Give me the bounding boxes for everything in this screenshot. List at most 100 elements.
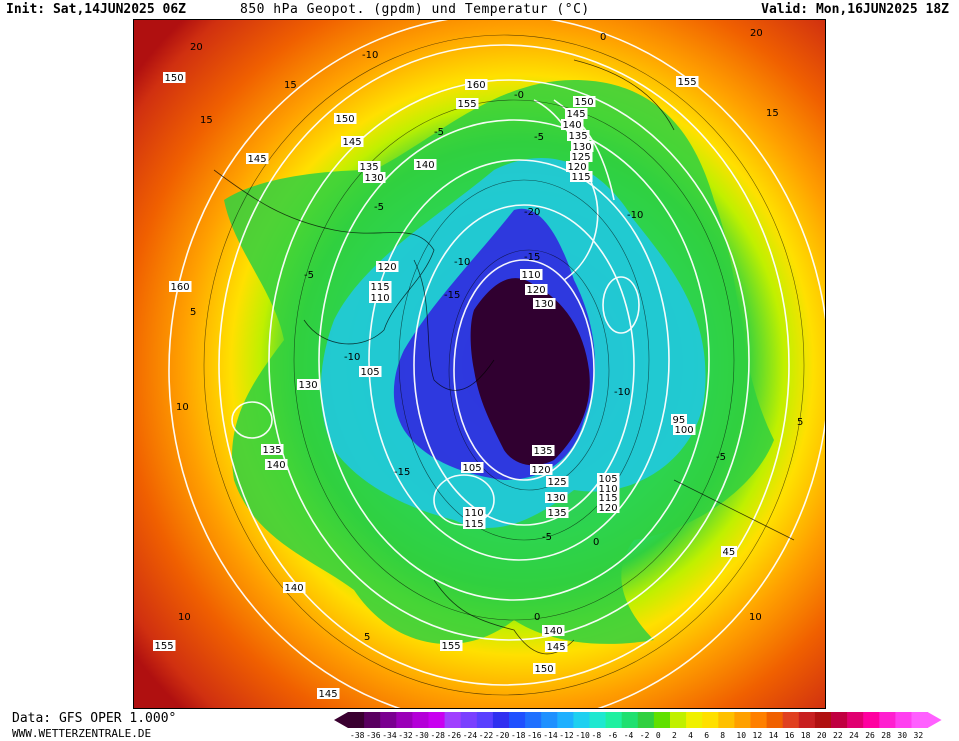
- color-scale-swatch: [380, 712, 397, 728]
- height-label-box: [153, 640, 176, 651]
- data-source: Data: GFS OPER 1.000°: [12, 711, 177, 726]
- height-label: 95: [671, 414, 687, 426]
- temperature-label: -5: [534, 132, 544, 143]
- height-label-box: [530, 464, 553, 475]
- color-scale-swatch: [396, 712, 413, 728]
- color-scale-swatch: [412, 712, 429, 728]
- temperature-label: 0: [593, 537, 599, 548]
- height-label: 135: [261, 444, 284, 456]
- color-scale-max-arrow: [927, 712, 942, 728]
- height-label: 100: [673, 424, 696, 436]
- height-label-box: [567, 130, 590, 141]
- temperature-label: 20: [190, 42, 203, 53]
- height-label-box: [283, 582, 306, 593]
- height-label-text: 150: [336, 114, 355, 125]
- height-label: 130: [545, 492, 568, 504]
- height-label: 105: [359, 366, 382, 378]
- color-scale-swatch: [879, 712, 896, 728]
- height-label-box: [533, 663, 556, 674]
- color-scale-label: -36: [366, 731, 381, 740]
- height-label: 120: [530, 464, 553, 476]
- height-label: 135: [546, 507, 569, 519]
- height-label-box: [246, 153, 269, 164]
- height-label-box: [533, 298, 556, 309]
- color-scale-swatch: [686, 712, 703, 728]
- height-label-box: [571, 141, 594, 152]
- height-label: 145: [565, 108, 588, 120]
- height-label: 110: [463, 507, 486, 519]
- color-scale-swatch: [605, 712, 623, 728]
- color-scale-swatch: [428, 712, 445, 728]
- height-label-box: [456, 98, 479, 109]
- color-scale-label: 2: [672, 731, 677, 740]
- height-label-text: 110: [465, 508, 484, 519]
- color-scale-label: 24: [849, 731, 859, 740]
- temperature-label: 0: [534, 612, 540, 623]
- website-credit: WWW.WETTERZENTRALE.DE: [12, 727, 152, 740]
- height-label-text: 160: [171, 282, 190, 293]
- height-label-box: [545, 492, 568, 503]
- height-label-box: [721, 546, 737, 557]
- temperature-label: -10: [627, 210, 643, 221]
- color-scale-label: 8: [720, 731, 725, 740]
- height-label: 135: [358, 161, 381, 173]
- height-label: 150: [533, 663, 556, 675]
- temperature-label: 20: [750, 28, 763, 39]
- color-scale-swatch: [814, 712, 832, 728]
- height-label-text: 145: [319, 689, 338, 700]
- height-label: 110: [520, 269, 543, 281]
- color-scale-label: 18: [801, 731, 811, 740]
- temperature-label: -5: [716, 452, 726, 463]
- temperature-label: -5: [304, 270, 314, 281]
- height-label-text: 155: [155, 641, 174, 652]
- color-scale-label: 20: [817, 731, 827, 740]
- height-label-box: [597, 473, 620, 484]
- color-scale-label: -22: [479, 731, 494, 740]
- temperature-label: -5: [374, 202, 384, 213]
- temperature-label: 5: [797, 417, 803, 428]
- height-label-text: 145: [248, 154, 267, 165]
- color-scale-label: -32: [398, 731, 413, 740]
- height-label-box: [440, 640, 463, 651]
- height-label-box: [369, 281, 392, 292]
- height-label: 155: [440, 640, 463, 652]
- height-label-box: [573, 96, 596, 107]
- height-label-text: 160: [467, 80, 486, 91]
- height-label-box: [597, 502, 620, 513]
- height-label: 110: [369, 292, 392, 304]
- height-label-box: [414, 159, 437, 170]
- color-scale-swatch: [525, 712, 542, 728]
- temperature-label: 5: [190, 307, 196, 318]
- temperature-label: 15: [766, 108, 779, 119]
- height-label-text: 155: [458, 99, 477, 110]
- color-scale-label: 0: [656, 731, 661, 740]
- height-label: 45: [721, 546, 737, 558]
- color-scale-min-arrow: [334, 712, 348, 728]
- color-scale-swatch: [348, 712, 365, 728]
- height-label-text: 145: [567, 109, 586, 120]
- color-scale-swatch: [670, 712, 687, 728]
- height-label-box: [465, 79, 488, 90]
- height-label-box: [542, 625, 565, 636]
- color-scale-swatch: [509, 712, 526, 728]
- temperature-label: -15: [444, 290, 460, 301]
- color-scale-label: -12: [559, 731, 574, 740]
- height-label-text: 130: [547, 493, 566, 504]
- height-label-box: [570, 151, 593, 162]
- height-label-box: [169, 281, 192, 292]
- temperature-label: -10: [344, 352, 360, 363]
- temperature-label: 15: [200, 115, 213, 126]
- color-scale-label: 16: [785, 731, 795, 740]
- height-label: 155: [676, 76, 699, 88]
- height-label: 145: [341, 136, 364, 148]
- height-label-box: [597, 483, 620, 494]
- height-label-text: 110: [371, 293, 390, 304]
- temperature-label: 15: [284, 80, 297, 91]
- height-label-box: [369, 292, 392, 303]
- height-label: 160: [465, 79, 488, 91]
- color-scale-swatch: [476, 712, 494, 728]
- height-label-text: 130: [535, 299, 554, 310]
- height-label-text: 110: [599, 484, 618, 495]
- height-label-text: 130: [365, 173, 384, 184]
- height-label-text: 135: [263, 445, 282, 456]
